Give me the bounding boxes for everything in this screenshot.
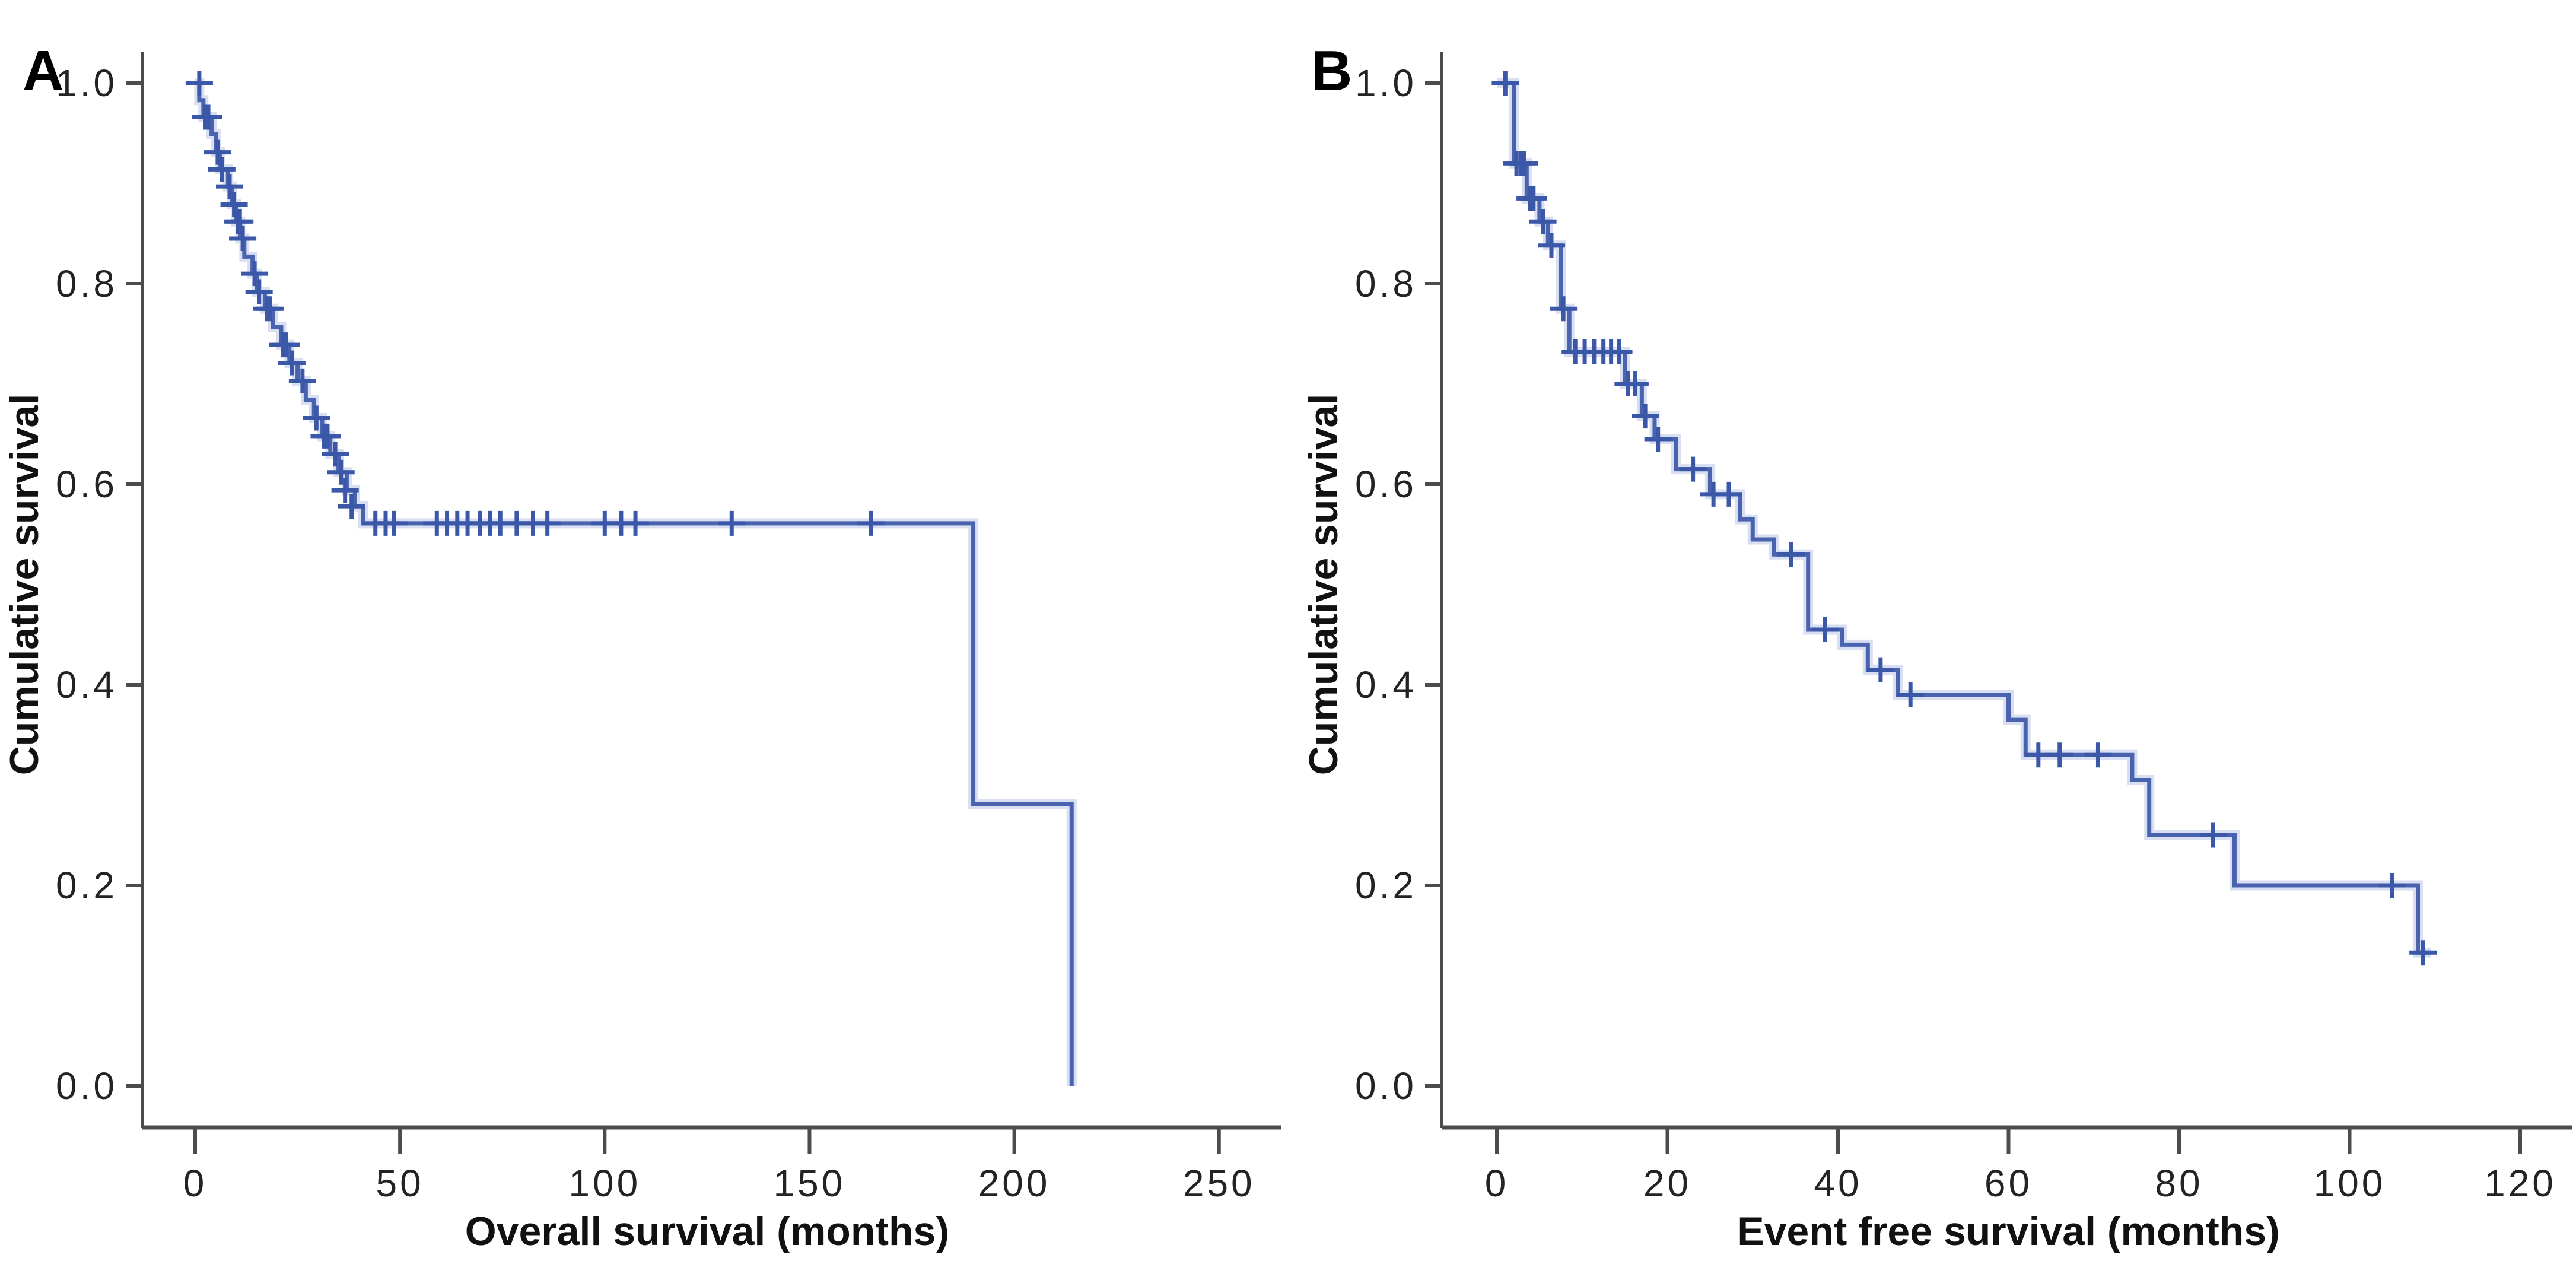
censor-mark [2409,940,2437,966]
x-tick-label: 0 [1485,1162,1509,1205]
censor-mark [327,459,355,485]
censor-mark [1621,371,1649,396]
censor-mark [1491,71,1519,96]
censor-mark [288,368,316,393]
y-tick-label: 0.0 [56,1065,117,1107]
survival-curve-halo [1497,78,2431,958]
x-tick-label: 60 [1985,1162,2033,1205]
y-tick-label: 0.2 [1355,864,1417,907]
censor-mark [229,226,257,251]
y-tick-label: 1.0 [1355,62,1417,104]
y-tick-label: 0.6 [56,463,117,506]
censor-mark [380,510,408,536]
censor-mark [1811,617,1839,643]
y-axis-label: Cumulative survival [2,394,47,775]
censor-mark [1777,542,1805,567]
censor-mark [241,261,269,287]
censor-mark [622,510,650,536]
censor-mark [1866,657,1894,682]
censor-mark [338,494,365,519]
panel-a-group: A1.0 0.8 0.6 0.4 0.2 0.0 0 50 100 150 200 250 Overal… [2,39,1281,1254]
x-tick-label: 20 [1643,1162,1691,1205]
x-tick-label: 40 [1814,1162,1862,1205]
x-axis-label: Overall survival (months) [465,1209,949,1254]
censor-mark [1510,151,1538,176]
x-tick-label: 100 [2314,1162,2386,1205]
censor-mark [1605,339,1633,364]
censor-mark [1538,233,1565,258]
survival-curve-halo [194,78,1077,1086]
censor-mark [226,209,254,234]
censor-mark [2084,742,2112,768]
censor-mark [195,104,222,130]
survival-curve [195,81,1074,1086]
censor-mark [220,192,248,217]
y-axis-label: Cumulative survival [1301,394,1346,775]
censor-mark [1519,186,1547,211]
panel-b-group: B 1.0 0.8 0.6 0.4 0.2 0.0 0 20 40 60 80 100 120 Event … [1301,39,2572,1254]
survival-curve [1497,81,2431,955]
panel-letter: B [1311,39,1352,103]
censor-mark [1897,682,1925,707]
x-tick-label: 100 [568,1162,641,1205]
x-tick-label: 80 [2155,1162,2203,1205]
censor-mark [331,478,359,503]
y-tick-label: 0.8 [56,262,117,305]
censor-mark [1644,426,1672,452]
censor-mark [2378,873,2406,898]
censor-mark [322,442,349,467]
x-axis-label: Event free survival (months) [1737,1209,2279,1254]
censor-mark [245,279,273,304]
y-tick-label: 0.4 [1355,663,1417,706]
censor-mark [1632,404,1659,429]
censor-mark [2199,822,2227,848]
censor-mark [256,296,284,322]
y-tick-label: 0.4 [56,663,117,706]
censor-mark [857,510,885,536]
y-tick-label: 0.8 [1355,262,1417,305]
censor-mark [303,405,330,431]
x-tick-label: 0 [183,1162,208,1205]
y-tick-label: 0.2 [56,864,117,907]
y-tick-label: 0.6 [1355,463,1417,506]
censor-mark [718,510,746,536]
x-tick-label: 50 [376,1162,424,1205]
panel-letter: A [23,39,63,103]
x-tick-label: 120 [2484,1162,2556,1205]
y-tick-label: 0.0 [1355,1065,1417,1107]
censor-mark [2046,742,2073,768]
censor-mark [1529,209,1557,234]
censor-mark [1715,481,1742,507]
x-tick-label: 250 [1183,1162,1255,1205]
censor-mark [272,332,300,358]
censor-mark [203,139,231,165]
censor-mark [313,423,341,449]
x-tick-label: 200 [978,1162,1051,1205]
y-tick-label: 1.0 [56,62,117,104]
censor-mark [215,174,243,199]
censor-mark [1679,456,1707,482]
censor-mark [208,157,236,182]
censor-mark [1550,296,1578,322]
censor-mark [185,71,213,96]
censor-mark [533,510,561,536]
x-tick-label: 150 [774,1162,846,1205]
censor-mark [278,350,306,376]
